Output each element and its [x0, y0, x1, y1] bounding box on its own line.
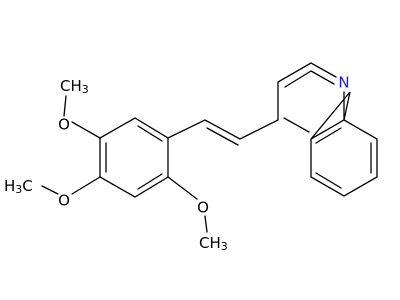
labels: N O O O CH3 H3C CH3	[4, 74, 350, 254]
methyl-sub: 3	[82, 83, 89, 96]
methyl-main: H	[4, 177, 15, 195]
methyl-sub: 3	[221, 240, 228, 253]
methyl-sub: 3	[15, 183, 22, 196]
methyl: CH3	[60, 77, 89, 97]
methyl-main: CH	[199, 234, 221, 252]
atom-o: O	[197, 199, 209, 217]
atom-n: N	[338, 74, 349, 92]
methyl-tail: C	[22, 177, 32, 195]
methyl: CH3	[199, 234, 228, 254]
atom-o: O	[58, 192, 70, 210]
methyl-main: CH	[60, 77, 82, 95]
methyl: H3C	[4, 177, 33, 197]
bonds	[41, 62, 378, 233]
atom-o: O	[58, 116, 70, 134]
